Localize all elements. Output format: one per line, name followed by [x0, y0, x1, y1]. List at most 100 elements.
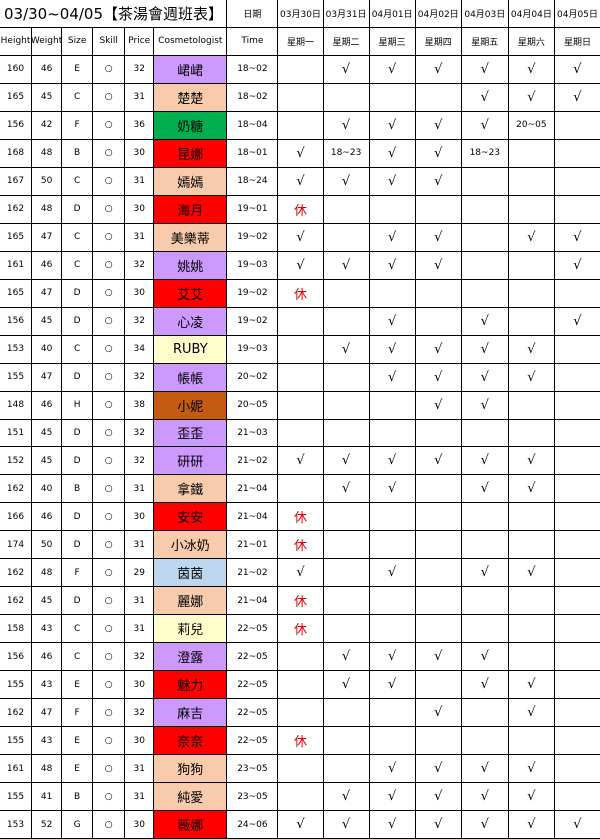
skill: ○ — [93, 643, 125, 671]
size: C — [62, 335, 93, 363]
skill: ○ — [93, 587, 125, 615]
price: 31 — [125, 223, 154, 251]
day-cell — [323, 699, 369, 727]
size: F — [62, 699, 93, 727]
day-cell: √ — [461, 755, 508, 783]
day-cell — [415, 671, 461, 699]
day-cell: √ — [278, 139, 323, 167]
skill: ○ — [93, 531, 125, 559]
weight: 46 — [32, 643, 62, 671]
day-cell: √ — [415, 251, 461, 279]
day-cell — [415, 279, 461, 307]
date-header: 04月05日 — [554, 0, 600, 27]
day-cell — [323, 307, 369, 335]
weekday-header: 星期五 — [461, 27, 508, 55]
day-cell: √ — [323, 55, 369, 83]
day-cell: 休 — [278, 531, 323, 559]
cosmetologist: 昆娜 — [154, 139, 227, 167]
size: C — [62, 643, 93, 671]
cosmetologist: 姚姚 — [154, 251, 227, 279]
skill: ○ — [93, 195, 125, 223]
day-cell — [369, 83, 415, 111]
time: 19~03 — [227, 251, 278, 279]
height: 167 — [0, 167, 32, 195]
price: 31 — [125, 167, 154, 195]
day-cell: √ — [369, 559, 415, 587]
skill: ○ — [93, 475, 125, 503]
day-cell: √ — [415, 643, 461, 671]
day-cell: √ — [323, 671, 369, 699]
day-cell — [278, 363, 323, 391]
day-cell: √ — [554, 811, 600, 838]
cosmetologist: 麗娜 — [154, 587, 227, 615]
weight: 46 — [32, 503, 62, 531]
day-cell — [554, 475, 600, 503]
column-header: Price — [125, 27, 154, 55]
day-cell: √ — [508, 55, 554, 83]
day-cell: √ — [554, 83, 600, 111]
day-cell — [461, 531, 508, 559]
day-cell — [554, 447, 600, 475]
weight: 45 — [32, 587, 62, 615]
day-cell — [323, 755, 369, 783]
price: 29 — [125, 559, 154, 587]
day-cell: √ — [415, 167, 461, 195]
price: 32 — [125, 251, 154, 279]
size: B — [62, 475, 93, 503]
size: D — [62, 531, 93, 559]
weight: 48 — [32, 195, 62, 223]
size: G — [62, 811, 93, 838]
day-cell — [369, 699, 415, 727]
cosmetologist: 純愛 — [154, 783, 227, 811]
day-cell: √ — [461, 55, 508, 83]
weight: 46 — [32, 55, 62, 83]
height: 160 — [0, 55, 32, 83]
day-cell: √ — [508, 559, 554, 587]
day-cell — [369, 503, 415, 531]
time: 19~02 — [227, 223, 278, 251]
price: 32 — [125, 55, 154, 83]
day-cell: √ — [369, 811, 415, 838]
day-cell — [508, 727, 554, 755]
weight: 48 — [32, 139, 62, 167]
day-cell: √ — [461, 391, 508, 419]
time: 18~02 — [227, 83, 278, 111]
price: 34 — [125, 335, 154, 363]
day-cell — [508, 279, 554, 307]
column-header: Height — [0, 27, 32, 55]
day-cell: √ — [369, 755, 415, 783]
day-cell — [461, 167, 508, 195]
skill: ○ — [93, 671, 125, 699]
size: D — [62, 447, 93, 475]
height: 162 — [0, 699, 32, 727]
day-cell — [554, 559, 600, 587]
day-cell: √ — [461, 559, 508, 587]
size: F — [62, 559, 93, 587]
date-header: 03月30日 — [278, 0, 323, 27]
skill: ○ — [93, 279, 125, 307]
day-cell — [415, 727, 461, 755]
cosmetologist: 歪歪 — [154, 419, 227, 447]
day-cell: √ — [323, 251, 369, 279]
day-cell — [415, 503, 461, 531]
day-cell — [461, 223, 508, 251]
size: E — [62, 755, 93, 783]
price: 31 — [125, 83, 154, 111]
day-cell — [415, 307, 461, 335]
day-cell: √ — [415, 335, 461, 363]
height: 158 — [0, 615, 32, 643]
day-cell: √ — [369, 671, 415, 699]
day-cell: 休 — [278, 587, 323, 615]
day-cell: √ — [369, 251, 415, 279]
day-cell: √ — [415, 111, 461, 139]
day-cell: √ — [369, 307, 415, 335]
weight: 43 — [32, 615, 62, 643]
weight: 40 — [32, 335, 62, 363]
day-cell: √ — [369, 223, 415, 251]
height: 162 — [0, 195, 32, 223]
skill: ○ — [93, 167, 125, 195]
size: D — [62, 419, 93, 447]
day-cell: √ — [415, 699, 461, 727]
height: 148 — [0, 391, 32, 419]
price: 30 — [125, 811, 154, 838]
